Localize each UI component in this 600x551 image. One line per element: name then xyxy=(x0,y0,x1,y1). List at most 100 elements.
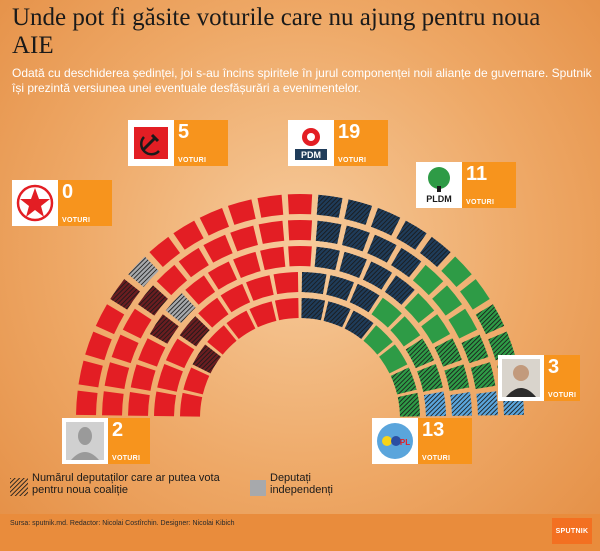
votes-box-independent-left: 2 VOTURI xyxy=(108,418,150,464)
votes-box-socialists: 0 VOTURI xyxy=(58,180,112,226)
pdm-logo: PDM xyxy=(288,120,334,166)
seat-hatch xyxy=(165,293,196,323)
seat xyxy=(111,334,139,364)
seat-hatch xyxy=(323,301,351,328)
votes-label: VOTURI xyxy=(466,199,495,206)
votes-label: VOTURI xyxy=(548,392,577,399)
seat xyxy=(122,308,152,339)
seat xyxy=(165,338,195,369)
seat xyxy=(226,310,256,339)
footer-band xyxy=(0,514,600,551)
seat xyxy=(154,391,177,417)
seat xyxy=(85,331,112,361)
seat-hatch xyxy=(405,338,435,369)
votes-number: 3 xyxy=(548,356,560,378)
votes-box-pdm: 19 VOTURI xyxy=(334,120,388,166)
sputnik-logo: SPUTNIK xyxy=(552,518,592,544)
seat xyxy=(448,308,478,339)
seat xyxy=(180,392,203,417)
votes-number: 11 xyxy=(466,163,488,185)
portrait-icon xyxy=(502,359,540,397)
seat xyxy=(249,301,277,328)
seat-hatch xyxy=(110,279,140,310)
seat-hatch xyxy=(396,220,427,250)
seat xyxy=(257,194,284,218)
seat-hatch xyxy=(344,199,373,225)
pdm-logo-text: PDM xyxy=(301,150,321,160)
seat-hatch xyxy=(391,247,422,278)
seat-hatch xyxy=(419,236,451,267)
seat xyxy=(460,279,490,310)
seat xyxy=(287,220,313,241)
votes-number: 0 xyxy=(62,181,74,203)
seat xyxy=(95,304,125,335)
seat-hatch xyxy=(326,275,354,301)
legend-hatched-label: Numărul deputaților care ar putea vota p… xyxy=(32,472,220,496)
seat xyxy=(76,390,98,416)
seat xyxy=(274,298,299,321)
seat xyxy=(404,293,435,323)
seat xyxy=(371,297,402,328)
seat xyxy=(183,367,210,395)
votes-number: 13 xyxy=(422,419,445,441)
person-silhouette-icon xyxy=(66,422,104,460)
page-subtitle: Odată cu deschiderea ședinței, joi s-au … xyxy=(12,66,592,95)
pdm-rose-icon: PDM xyxy=(295,128,327,160)
seat-hatch xyxy=(314,246,340,271)
seat xyxy=(138,338,166,367)
seat xyxy=(379,344,408,374)
seat-hatch xyxy=(370,208,401,236)
pldm-logo: PLDM xyxy=(416,162,462,208)
seat xyxy=(421,314,451,344)
seat-hatch xyxy=(362,261,393,290)
seat xyxy=(260,246,286,271)
votes-box-independent-right: 3 VOTURI xyxy=(544,355,580,401)
seat xyxy=(233,251,261,278)
votes-label: VOTURI xyxy=(422,455,451,462)
seat-hatch xyxy=(179,316,210,347)
votes-label: VOTURI xyxy=(178,157,207,164)
tree-icon: PLDM xyxy=(426,167,452,204)
seat-hatch xyxy=(450,392,472,416)
seat xyxy=(412,264,444,296)
votes-number: 5 xyxy=(178,121,190,143)
seat xyxy=(441,256,472,288)
seat xyxy=(390,316,421,347)
legend-independent-swatch xyxy=(250,480,266,496)
seat-hatch xyxy=(423,391,446,417)
seat-hatch xyxy=(475,304,505,335)
seat-hatch xyxy=(192,344,221,374)
seat-hatch xyxy=(488,331,515,361)
seat xyxy=(288,245,312,267)
seat xyxy=(220,283,251,313)
communist-logo xyxy=(128,120,174,166)
seat xyxy=(273,272,299,295)
pldm-logo-text: PLDM xyxy=(426,194,452,204)
votes-box-pl: 13 VOTURI xyxy=(418,418,472,464)
seats-group xyxy=(76,194,524,417)
seat-hatch xyxy=(344,310,374,339)
seat xyxy=(102,391,124,416)
seat-hatch xyxy=(461,334,489,364)
seat xyxy=(207,261,238,290)
seat xyxy=(246,275,274,301)
seat-hatch xyxy=(470,362,496,390)
seat xyxy=(156,264,188,296)
seat-hatch xyxy=(128,256,159,288)
pl-logo: PL xyxy=(372,418,418,464)
seat-hatch xyxy=(390,367,417,395)
red-star-logo xyxy=(12,180,58,226)
seat-hatch xyxy=(434,338,462,367)
seat-hatch xyxy=(315,220,342,244)
seat-hatch xyxy=(384,275,415,305)
seat-hatch xyxy=(397,392,420,417)
seat xyxy=(104,362,130,390)
portrait-logo xyxy=(498,355,544,401)
seat-hatch xyxy=(301,272,327,295)
legend-hatched-swatch xyxy=(10,478,28,496)
seat xyxy=(199,208,230,236)
seat-hatch xyxy=(316,194,343,218)
silhouette-logo xyxy=(62,418,108,464)
seat xyxy=(130,364,156,391)
votes-number: 2 xyxy=(112,419,124,441)
